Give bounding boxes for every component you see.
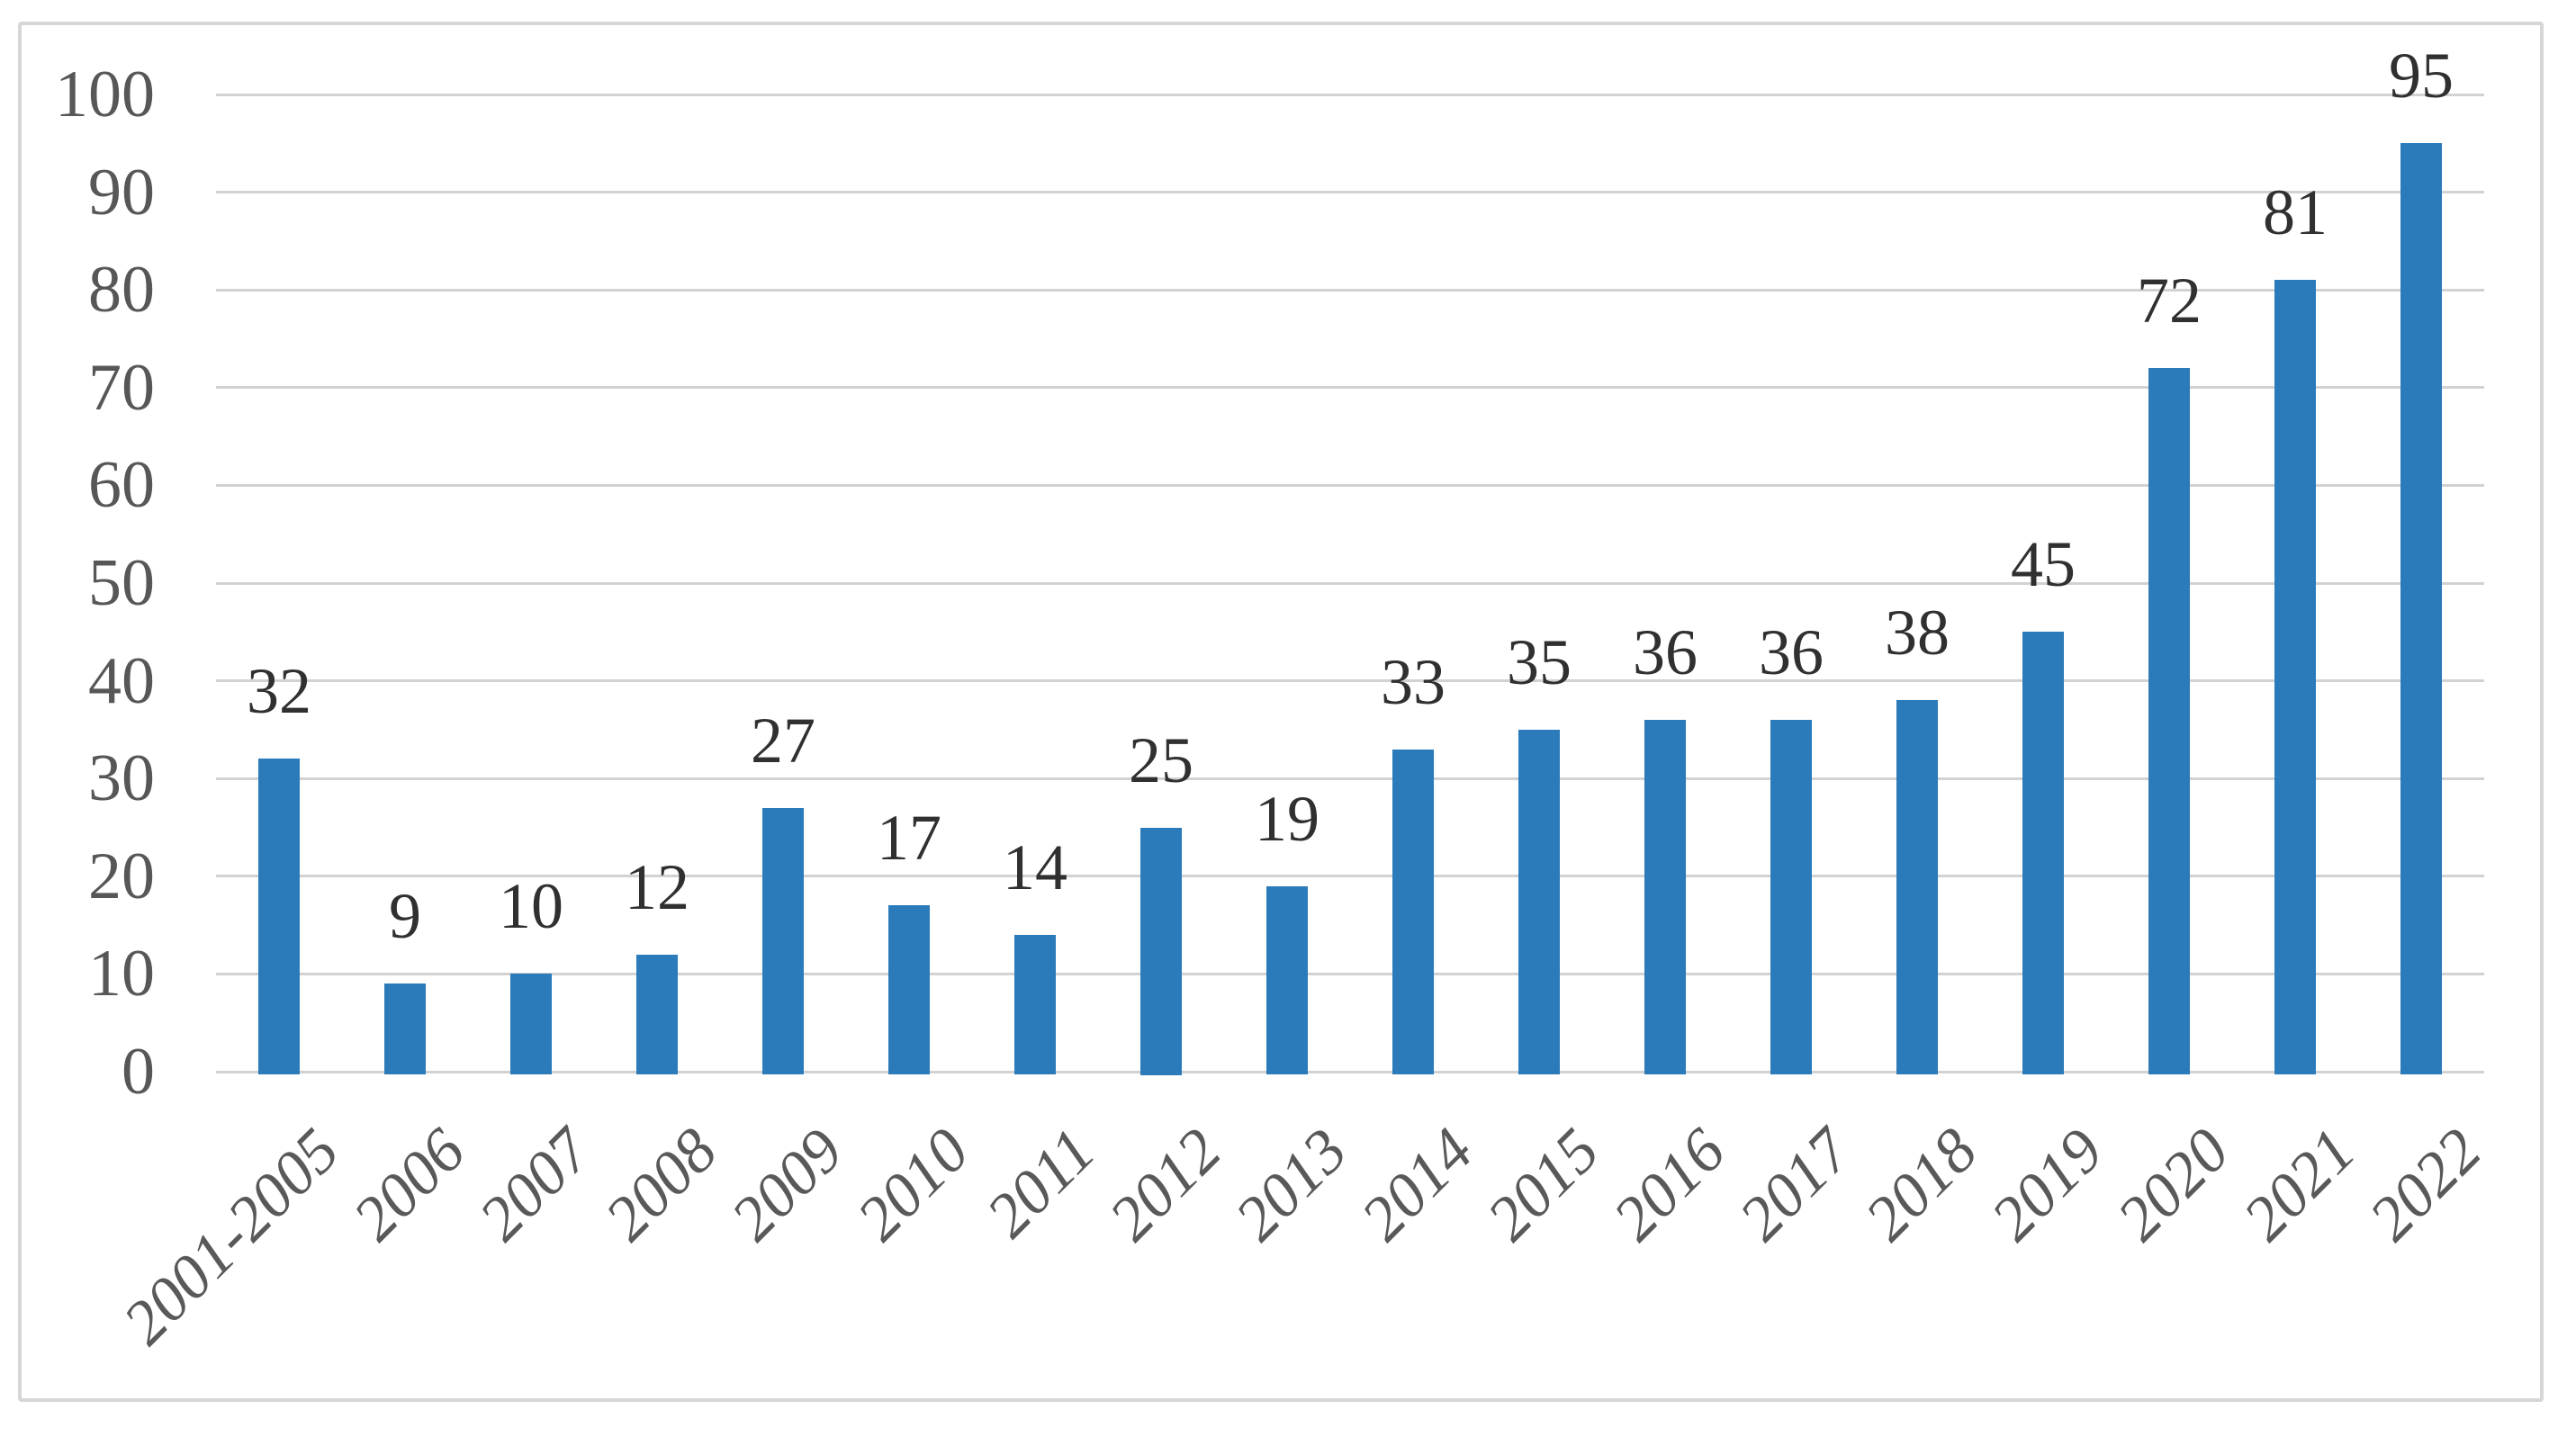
bar-value-label: 72	[2137, 265, 2202, 337]
y-axis-tick-label: 0	[122, 1035, 155, 1109]
bar	[1644, 720, 1686, 1074]
gridline	[216, 191, 2484, 193]
bar-value-label: 9	[389, 880, 421, 952]
gridline	[216, 679, 2484, 682]
bar	[1896, 700, 1938, 1074]
bar	[636, 955, 678, 1074]
gridline	[216, 94, 2484, 96]
gridline	[216, 582, 2484, 585]
bar	[1770, 720, 1812, 1074]
bar	[888, 905, 930, 1074]
bar	[1266, 886, 1308, 1074]
bar-value-label: 36	[1633, 616, 1698, 688]
bar	[1518, 730, 1560, 1074]
bar	[2400, 143, 2442, 1074]
y-axis-tick-label: 30	[88, 741, 155, 815]
bar-value-label: 81	[2263, 176, 2328, 248]
bar-value-label: 10	[499, 870, 563, 942]
bar-value-label: 45	[2011, 528, 2076, 600]
bar-value-label: 95	[2389, 40, 2454, 112]
y-axis-tick-label: 80	[88, 253, 155, 327]
gridline	[216, 973, 2484, 975]
bar-value-label: 19	[1255, 783, 1320, 855]
y-axis-tick-label: 60	[88, 448, 155, 522]
bar-value-label: 27	[751, 705, 815, 777]
bar-value-label: 12	[625, 851, 689, 923]
chart-frame	[18, 22, 2544, 1402]
bar-value-label: 32	[247, 655, 311, 727]
bar	[1140, 828, 1182, 1075]
bar	[1392, 750, 1434, 1074]
bar	[2148, 368, 2190, 1074]
bar-value-label: 33	[1381, 646, 1446, 718]
y-axis-tick-label: 90	[88, 156, 155, 229]
bar-value-label: 38	[1885, 597, 1950, 669]
bar	[1014, 935, 1056, 1074]
bar	[384, 983, 426, 1074]
bar	[2022, 632, 2064, 1074]
gridline	[216, 777, 2484, 780]
bar-value-label: 35	[1507, 626, 1572, 698]
y-axis-tick-label: 100	[55, 58, 155, 131]
y-axis-tick-label: 70	[88, 351, 155, 425]
gridline	[216, 289, 2484, 292]
bar-value-label: 25	[1129, 724, 1193, 796]
bar-value-label: 36	[1759, 616, 1824, 688]
gridline	[216, 1071, 2484, 1073]
bar	[258, 759, 300, 1074]
gridline	[216, 386, 2484, 389]
bar-value-label: 14	[1003, 831, 1067, 903]
y-axis-tick-label: 40	[88, 644, 155, 718]
gridline	[216, 484, 2484, 487]
bar	[2274, 280, 2316, 1074]
y-axis-tick-label: 50	[88, 546, 155, 620]
bar	[762, 808, 804, 1074]
y-axis-tick-label: 20	[88, 840, 155, 913]
gridline	[216, 875, 2484, 877]
bar-value-label: 17	[877, 802, 941, 874]
y-axis-tick-label: 10	[88, 937, 155, 1010]
bar	[510, 974, 552, 1074]
